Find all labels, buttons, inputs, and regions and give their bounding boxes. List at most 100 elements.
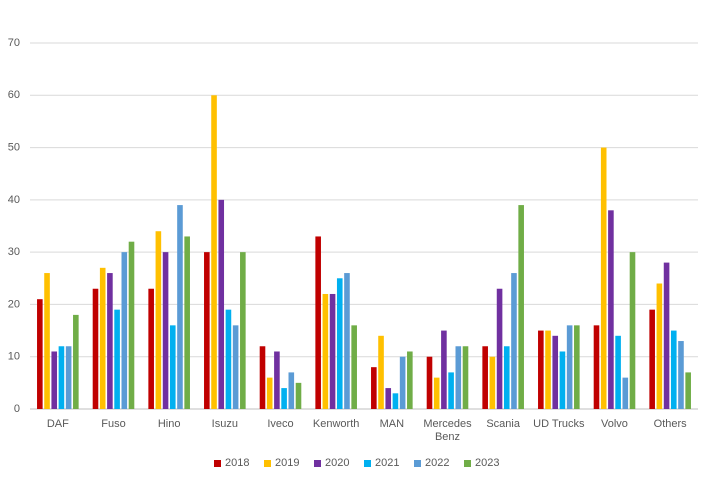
- bar: [51, 351, 58, 409]
- x-tick-label: Mercedes Benz: [423, 418, 472, 443]
- bar: [211, 95, 217, 410]
- y-tick-label: 50: [8, 141, 20, 153]
- x-tick-label: Fuso: [101, 418, 126, 430]
- bar: [670, 330, 677, 409]
- x-tick-label: Others: [653, 418, 687, 430]
- bar: [385, 388, 392, 409]
- legend-label: 2018: [225, 457, 250, 469]
- bar: [448, 372, 454, 409]
- bar: [315, 236, 321, 409]
- x-tick-label: Hino: [157, 418, 181, 430]
- bar: [462, 346, 469, 409]
- y-tick-label: 10: [8, 351, 20, 363]
- legend-item: 2022: [414, 457, 449, 469]
- bar: [266, 377, 273, 409]
- x-tick-label: Kenworth: [312, 418, 360, 430]
- bar: [518, 205, 524, 409]
- y-tick-label: 30: [8, 246, 20, 258]
- legend-swatch: [414, 459, 421, 467]
- bar: [322, 293, 329, 409]
- legend-label: 2022: [425, 457, 450, 469]
- bar: [503, 346, 510, 409]
- bar: [441, 330, 447, 409]
- bar: [107, 273, 113, 409]
- y-tick-label: 40: [8, 194, 20, 206]
- x-tick-label: Iveco: [267, 418, 294, 430]
- legend-item: 2018: [214, 457, 249, 469]
- legend-swatch: [364, 459, 371, 467]
- bar: [622, 377, 629, 409]
- bar: [169, 325, 176, 409]
- bar: [240, 252, 246, 409]
- bar: [426, 356, 433, 409]
- bar: [121, 252, 128, 409]
- bar: [399, 356, 406, 409]
- bar: [615, 335, 621, 409]
- bar: [378, 335, 384, 409]
- bar: [685, 372, 691, 409]
- bar: [538, 330, 544, 409]
- bar: [593, 325, 600, 409]
- x-tick-label: Scania: [486, 418, 520, 430]
- bar: [336, 278, 343, 409]
- bar: [92, 288, 99, 409]
- bar: [44, 273, 50, 409]
- bar: [496, 288, 503, 409]
- bar: [73, 314, 79, 409]
- x-tick-label: Volvo: [601, 418, 628, 430]
- bar: [574, 325, 580, 409]
- bar: [545, 330, 551, 409]
- bar: [99, 267, 106, 409]
- y-tick-label: 20: [8, 298, 20, 310]
- legend-label: 2020: [325, 457, 350, 469]
- bar: [629, 252, 636, 409]
- bar: [218, 199, 225, 409]
- legend-label: 2023: [475, 457, 500, 469]
- bar: [128, 241, 135, 409]
- legend-swatch: [214, 459, 221, 467]
- legend-label: 2019: [275, 457, 300, 469]
- legend-swatch: [314, 459, 321, 467]
- legend-swatch: [464, 459, 471, 467]
- bar: [407, 351, 413, 409]
- bar: [162, 252, 169, 409]
- bar: [184, 236, 190, 409]
- legend-item: 2021: [364, 457, 399, 469]
- x-tick-label: UD Trucks: [533, 418, 585, 430]
- x-tick-label: DAF: [46, 418, 69, 430]
- bar: [58, 346, 65, 409]
- bar: [225, 309, 232, 409]
- bar: [511, 273, 517, 409]
- bar: [678, 341, 684, 409]
- bar: [281, 388, 287, 409]
- bar: [600, 147, 607, 410]
- bar: [371, 367, 377, 409]
- bar: [656, 283, 663, 409]
- bar: [37, 299, 43, 409]
- bar: [204, 252, 210, 409]
- bar: [148, 288, 154, 409]
- bar: [489, 356, 496, 409]
- legend-item: 2020: [314, 457, 349, 469]
- legend-item: 2019: [264, 457, 299, 469]
- bar: [155, 231, 162, 409]
- legend-label: 2021: [375, 457, 400, 469]
- bar: [232, 325, 239, 409]
- x-tick-label: MAN: [379, 418, 405, 430]
- bar: [433, 377, 440, 409]
- bar: [295, 382, 302, 409]
- bar: [114, 309, 120, 409]
- bar: [455, 346, 462, 409]
- bar: [649, 309, 655, 409]
- y-tick-label: 60: [8, 89, 20, 101]
- bar: [552, 335, 559, 409]
- legend-item: 2023: [464, 457, 499, 469]
- x-tick-label: Isuzu: [211, 418, 238, 430]
- bar: [177, 205, 183, 409]
- bar: [482, 346, 488, 409]
- bar: [344, 273, 350, 409]
- bar: [566, 325, 573, 409]
- bar: [663, 262, 670, 409]
